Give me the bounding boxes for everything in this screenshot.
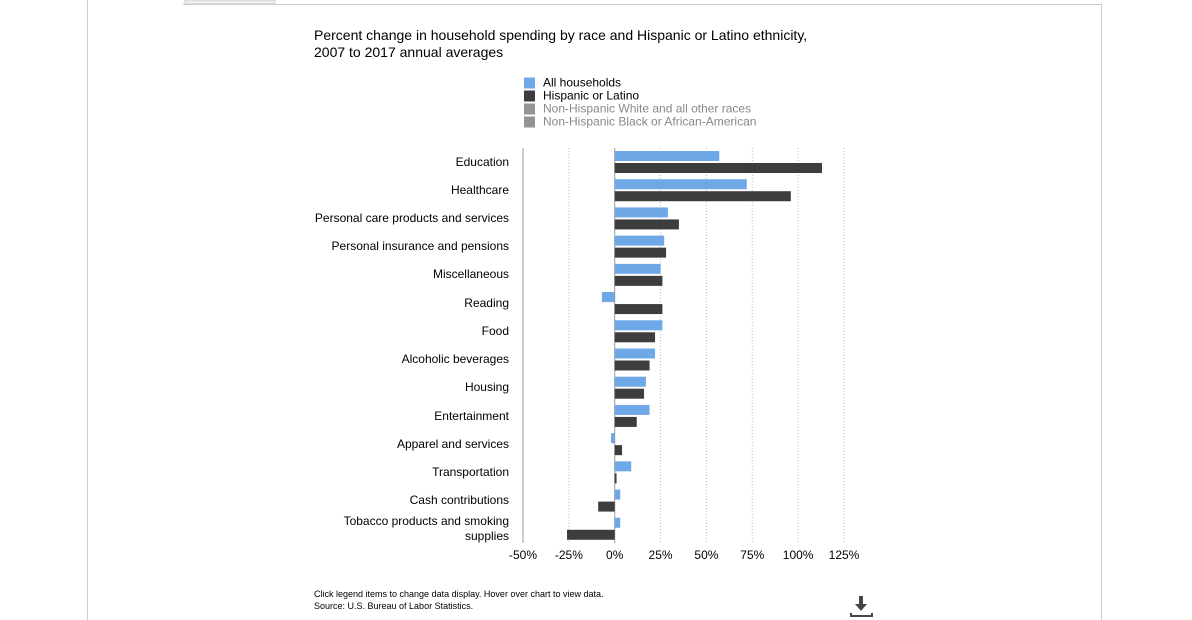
- bar: [614, 445, 623, 456]
- instructions: Click legend items to change data displa…: [314, 589, 604, 599]
- y-tick-label: Healthcare: [450, 182, 509, 197]
- bar: [614, 275, 663, 286]
- bar: [614, 320, 663, 331]
- y-tick-label: Personal insurance and pensions: [331, 239, 509, 254]
- x-tick-label: 25%: [649, 548, 673, 562]
- y-tick-label: Personal care products and services: [314, 211, 509, 226]
- x-tick-label: 50%: [694, 548, 718, 562]
- x-tick-label: 75%: [740, 548, 764, 562]
- tab: [184, 0, 276, 5]
- x-tick-label: -50%: [509, 548, 537, 562]
- y-tick-label: Apparel and services: [396, 436, 509, 451]
- bar: [567, 529, 615, 540]
- bar: [611, 433, 615, 444]
- bar: [614, 517, 621, 528]
- x-tick-label: 125%: [829, 548, 860, 562]
- bar: [614, 191, 791, 202]
- y-tick-label: Tobacco products and smoking supplies: [343, 513, 509, 543]
- y-tick-label: Entertainment: [434, 408, 509, 423]
- y-tick-label: Food: [481, 323, 509, 338]
- y-tick-label: Cash contributions: [409, 493, 509, 508]
- legend-label[interactable]: Non-Hispanic Black or African-American: [543, 115, 756, 129]
- y-tick-label: Reading: [464, 295, 509, 310]
- bar: [614, 179, 747, 190]
- legend-swatch: [524, 90, 535, 102]
- source: Source: U.S. Bureau of Labor Statistics.: [314, 601, 474, 611]
- bar: [614, 376, 646, 387]
- legend-label[interactable]: All households: [543, 76, 621, 90]
- legend-label[interactable]: Hispanic or Latino: [543, 89, 639, 103]
- x-tick-label: 100%: [783, 548, 814, 562]
- y-tick-label: Transportation: [432, 464, 509, 479]
- bar: [614, 163, 822, 173]
- bar: [614, 461, 632, 472]
- bar: [614, 388, 645, 399]
- legend-label[interactable]: Non-Hispanic White and all other races: [543, 102, 751, 116]
- bar: [614, 473, 617, 484]
- bar: [614, 404, 650, 415]
- bar: [601, 292, 615, 303]
- y-tick-label: Education: [455, 154, 509, 169]
- y-tick-label: Miscellaneous: [432, 267, 509, 282]
- x-tick-label: -25%: [555, 548, 583, 562]
- bar: [614, 416, 637, 427]
- bar: [614, 360, 650, 371]
- y-tick-label: Alcoholic beverages: [401, 352, 509, 367]
- bar: [614, 151, 720, 161]
- bar: [614, 263, 661, 274]
- bar: [614, 348, 656, 359]
- bar: [614, 489, 621, 500]
- bar: [614, 207, 668, 218]
- y-tick-label: Housing: [464, 380, 509, 395]
- x-tick-label: 0%: [606, 548, 624, 562]
- download-icon[interactable]: [850, 596, 873, 617]
- bar: [614, 235, 665, 246]
- bar: [614, 304, 663, 315]
- bar: [614, 247, 667, 258]
- bar: [614, 219, 679, 230]
- bar: [598, 501, 615, 512]
- bar: [614, 332, 656, 343]
- legend-swatch: [524, 103, 535, 115]
- chart-title: Percent change in household spending by …: [314, 27, 808, 60]
- legend-swatch: [524, 116, 535, 128]
- legend-swatch: [524, 77, 535, 89]
